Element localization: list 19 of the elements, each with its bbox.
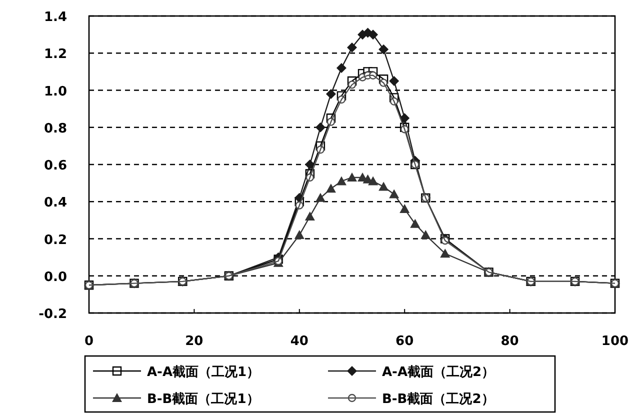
legend-label: A-A截面（工况1） [147,365,260,380]
y-tick-label: -0.2 [38,307,67,322]
x-tick-label: 60 [396,334,414,349]
y-tick-label: 1.4 [44,10,67,25]
legend-label: B-B截面（工况1） [147,392,260,407]
legend-label: A-A截面（工况2） [382,365,495,380]
x-tick-label: 20 [185,334,204,349]
x-tick-label: 0 [84,334,94,349]
legend-label: B-B截面（工况2） [382,392,494,407]
x-tick-label: 40 [290,334,308,349]
y-tick-label: 0.8 [44,121,67,136]
y-tick-label: 0.0 [44,270,67,285]
y-tick-label: 1.2 [44,47,67,62]
x-tick-label: 100 [601,334,629,349]
x-tick-label: 80 [500,334,519,349]
y-tick-label: 0.6 [44,158,67,174]
y-tick-label: 0.2 [44,232,67,248]
y-tick-label: 0.4 [44,196,67,211]
y-tick-label: 1.0 [44,84,67,100]
